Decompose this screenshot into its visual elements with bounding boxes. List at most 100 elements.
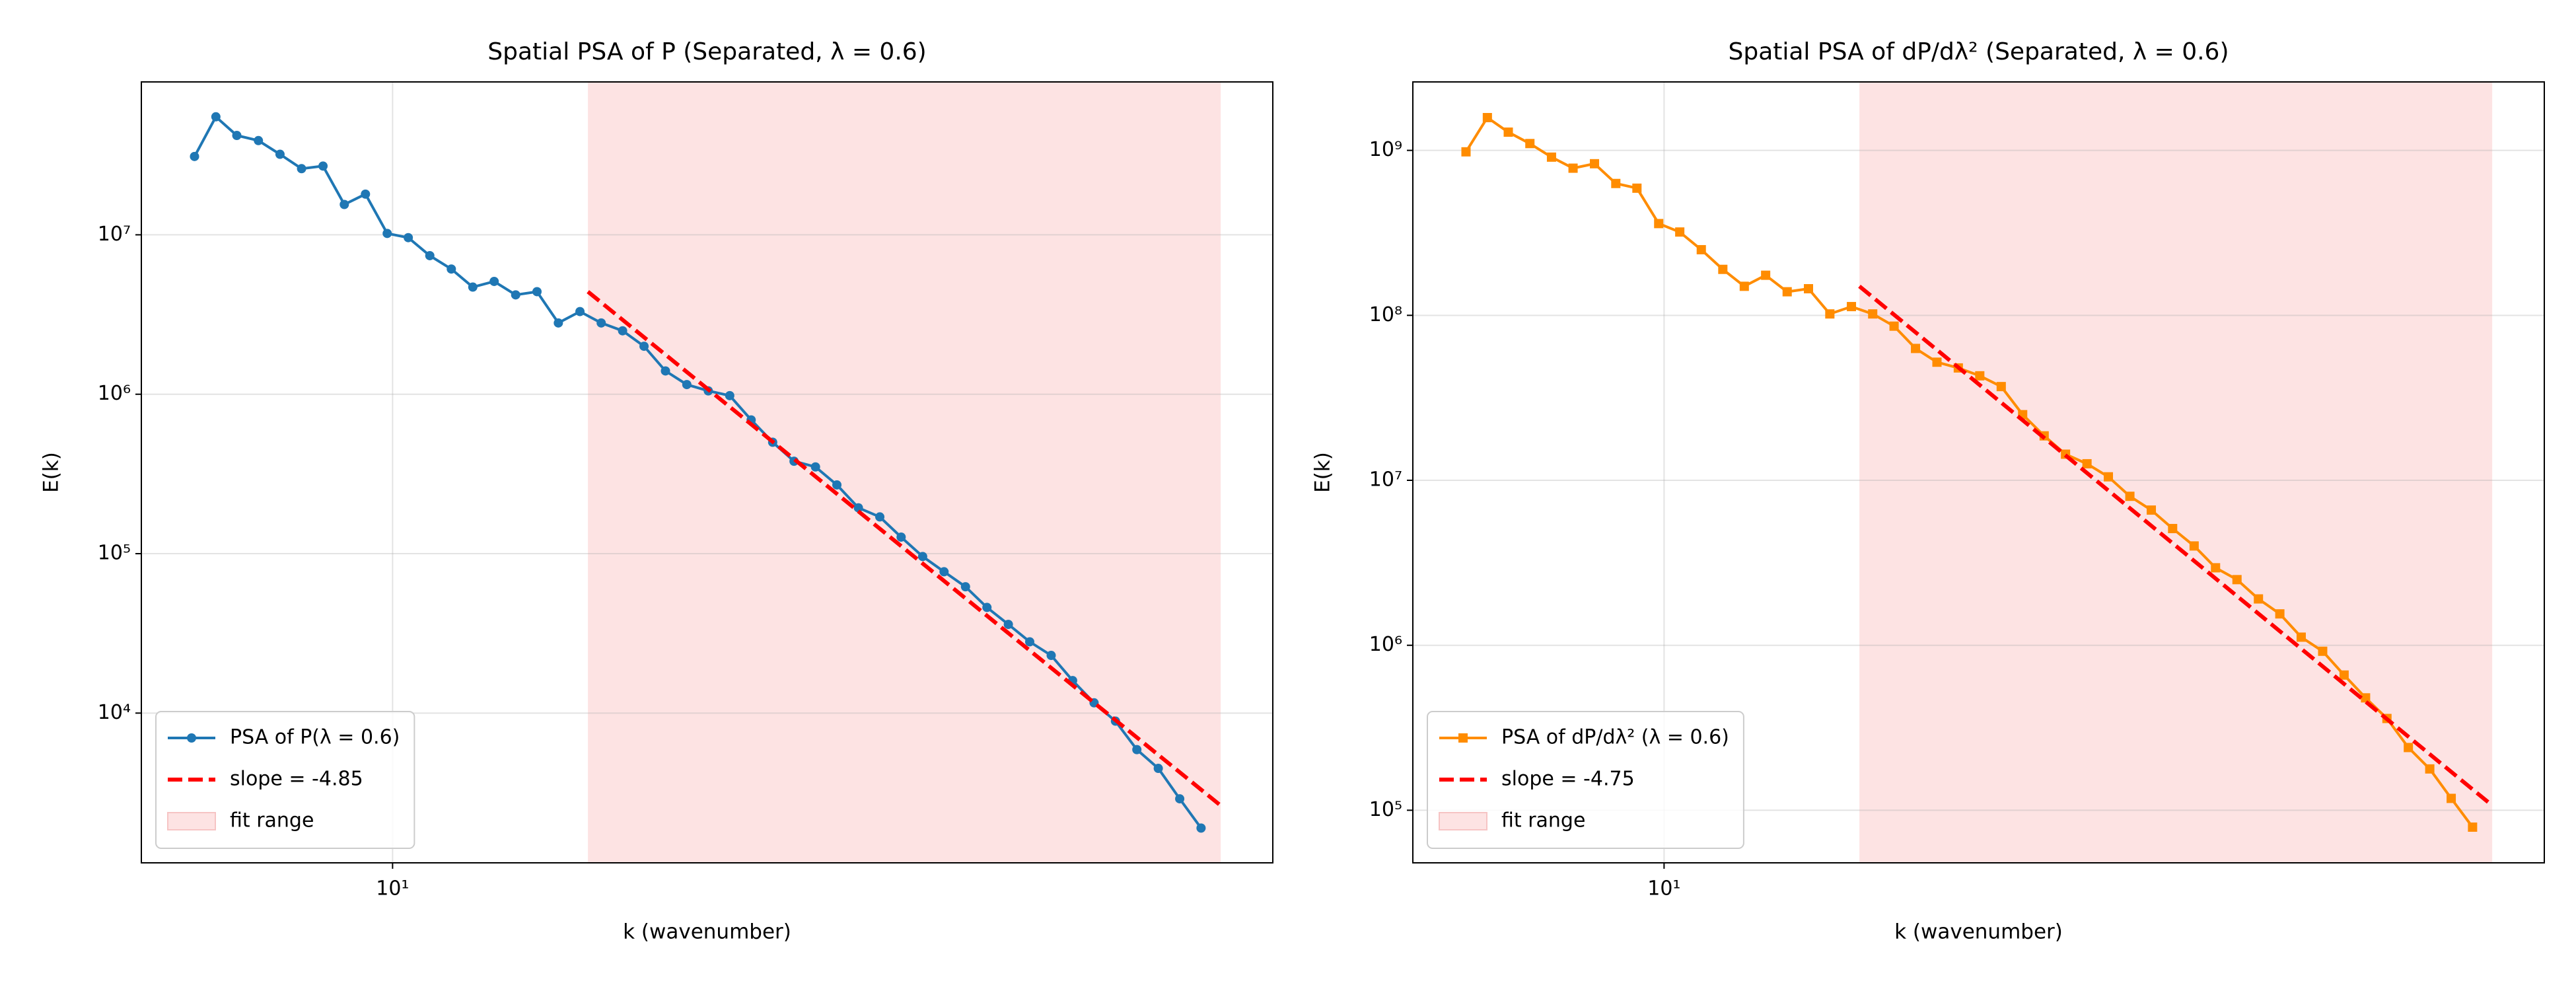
data-point <box>661 366 670 376</box>
fit-line <box>1858 284 2494 807</box>
x-tick-label: 10¹ <box>1647 877 1680 900</box>
axes: 10¹ 10⁵ 10⁶ 10⁷ 10⁸ 10⁹ Spatial PSA of dP/dλ² … <box>1311 38 2545 944</box>
data-point <box>1046 651 1056 661</box>
data-point <box>2211 563 2221 573</box>
data-point <box>1568 163 1578 173</box>
data-point <box>596 318 606 328</box>
y-tick-label: 10⁸ <box>1369 303 1402 326</box>
data-point <box>2361 693 2371 703</box>
data-point <box>832 480 842 490</box>
y-tick-label: 10⁴ <box>98 701 131 724</box>
data-point <box>1024 637 1034 647</box>
data-point <box>1632 183 1642 193</box>
data-point <box>1153 764 1163 774</box>
legend-swatch <box>1439 812 1487 830</box>
data-point <box>939 567 949 577</box>
data-point <box>1003 620 1013 630</box>
fit-range-span <box>1859 82 2493 863</box>
data-point <box>875 512 885 522</box>
data-point <box>275 149 285 159</box>
data-point <box>2318 646 2328 656</box>
data-point <box>2232 575 2242 585</box>
y-tick-label: 10⁹ <box>1369 138 1402 161</box>
data-point <box>1847 302 1857 312</box>
data-point <box>2189 541 2199 551</box>
data-point <box>447 264 456 274</box>
data-point <box>1889 321 1899 331</box>
data-point <box>1868 309 1878 319</box>
chart-title: Spatial PSA of P (Separated, λ = 0.6) <box>487 38 926 65</box>
axes-frame <box>141 81 1273 863</box>
data-point <box>575 307 585 316</box>
data-point <box>404 233 413 242</box>
legend-label: slope = -4.75 <box>1501 768 1635 791</box>
data-point <box>1590 159 1600 168</box>
chart-title: Spatial PSA of dP/dλ² (Separated, λ = 0.… <box>1728 38 2229 65</box>
legend-swatch <box>167 812 216 830</box>
y-tick-label: 10⁷ <box>1369 468 1402 492</box>
data-point <box>853 503 863 513</box>
data-point <box>1196 823 1206 833</box>
data-point <box>232 131 242 141</box>
data-point <box>489 276 499 286</box>
x-axis-label: k (wavenumber) <box>1894 920 2063 944</box>
data-point <box>1675 227 1685 237</box>
legend-box <box>1427 711 1744 849</box>
data-point <box>554 318 563 328</box>
data-point <box>1696 244 1706 254</box>
data-point <box>511 290 520 300</box>
data-point <box>425 250 435 260</box>
data-point <box>361 189 371 199</box>
data-point <box>1503 128 1513 137</box>
data-point <box>1525 139 1535 149</box>
data-point <box>2275 609 2285 619</box>
data-point <box>340 200 349 209</box>
data-point <box>2168 524 2178 534</box>
x-axis-label: k (wavenumber) <box>623 920 791 944</box>
data-point <box>1996 382 2006 392</box>
data-point <box>2447 793 2456 803</box>
data-point <box>2147 505 2157 515</box>
data-point <box>725 390 734 400</box>
data-point <box>2339 670 2349 680</box>
y-axis-label: E(k) <box>40 452 63 493</box>
data-point <box>639 342 649 351</box>
y-tick-label: 10⁶ <box>98 382 131 405</box>
data-point <box>682 380 692 390</box>
data-point <box>1932 357 1942 367</box>
axes-frame <box>1412 81 2545 863</box>
data-point <box>1803 284 1813 294</box>
data-point <box>1461 147 1471 157</box>
data-point <box>2125 492 2135 501</box>
legend-label: fit range <box>1501 809 1585 832</box>
data-point <box>2254 594 2264 604</box>
data-point <box>618 326 627 336</box>
data-point <box>1175 794 1185 804</box>
data-point <box>982 603 992 612</box>
data-point <box>382 229 392 239</box>
data-point <box>1975 371 1985 381</box>
legend-label: fit range <box>230 809 314 832</box>
y-tick-label: 10⁷ <box>98 223 131 246</box>
y-tick-label: 10⁵ <box>98 542 131 565</box>
x-tick-label: 10¹ <box>376 877 409 900</box>
legend-label: PSA of dP/dλ² (λ = 0.6) <box>1501 726 1729 749</box>
legend-label: slope = -4.85 <box>230 768 363 791</box>
data-point <box>468 282 478 292</box>
data-point <box>1739 281 1749 291</box>
data-point <box>896 532 906 542</box>
data-point <box>190 151 199 161</box>
fit-line <box>587 290 1222 807</box>
legend-marker <box>187 733 196 743</box>
data-point <box>1825 309 1835 319</box>
data-point <box>810 462 820 472</box>
data-point <box>1654 219 1664 229</box>
data-point <box>2082 459 2092 468</box>
y-axis-label: E(k) <box>1311 452 1335 493</box>
data-point <box>532 287 542 297</box>
legend-box <box>155 711 415 849</box>
data-point <box>1546 152 1556 162</box>
data-point <box>917 552 927 562</box>
legend-label: PSA of P(λ = 0.6) <box>230 726 400 749</box>
data-point <box>1911 344 1921 353</box>
